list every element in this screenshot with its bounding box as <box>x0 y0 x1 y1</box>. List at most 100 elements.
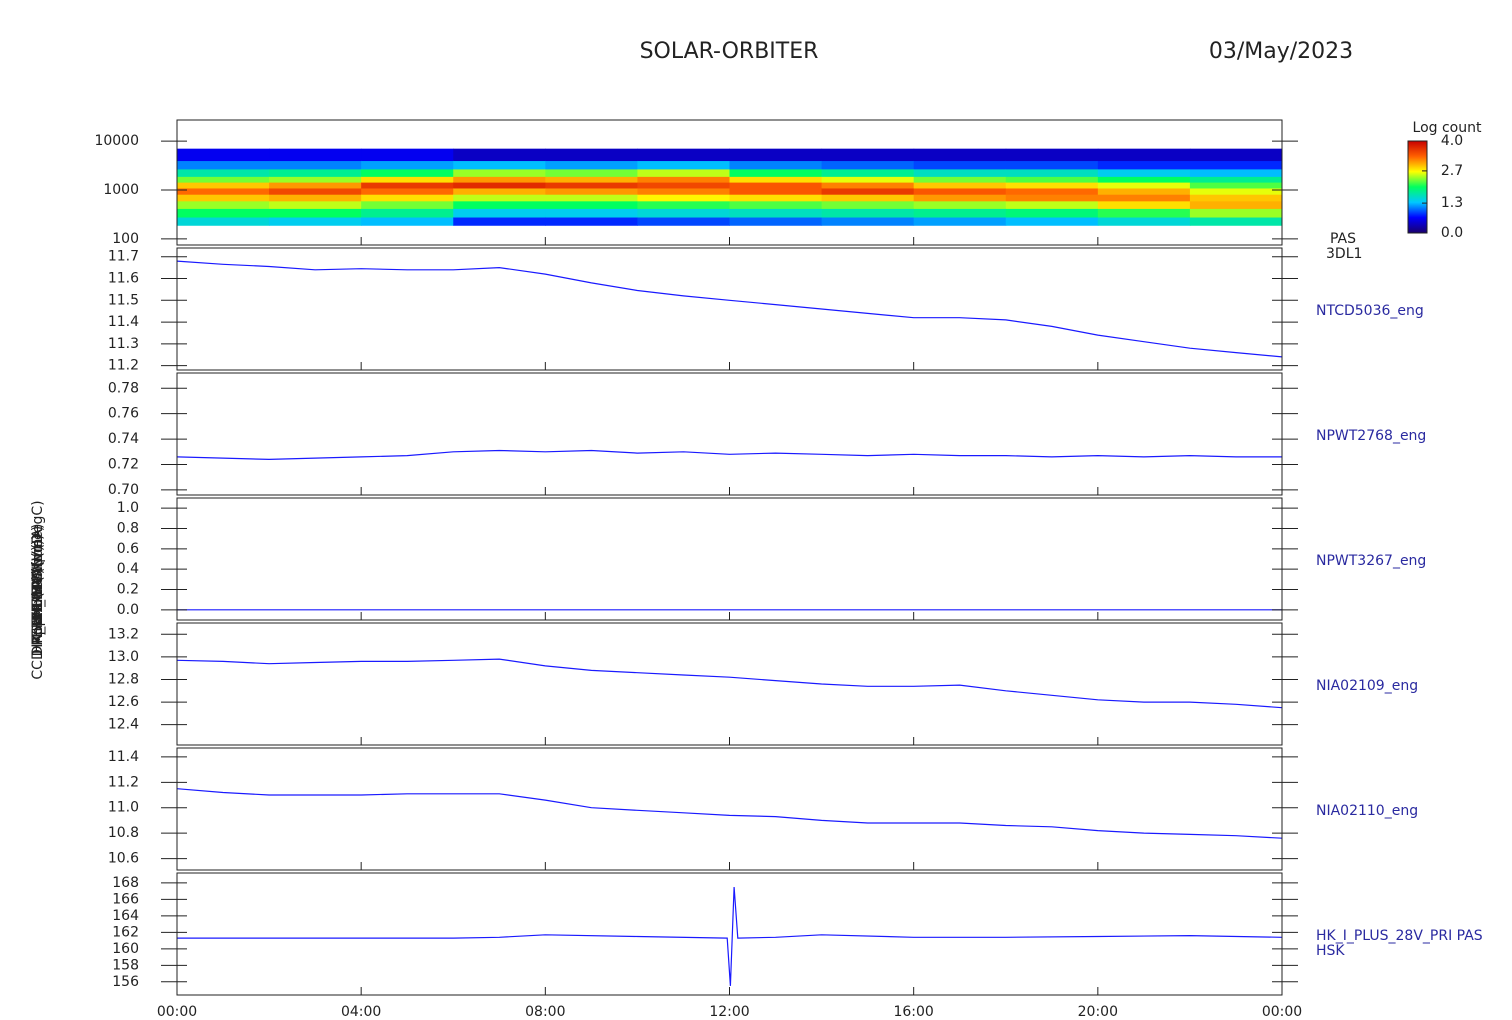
panel <box>176 449 1282 461</box>
y-tick-label: 0.8 <box>117 521 139 537</box>
heatmap-cell <box>821 148 915 162</box>
y-tick-label: 12.8 <box>108 671 139 687</box>
y-tick-label: 11.0 <box>108 800 139 816</box>
y-tick-label: 12.4 <box>108 717 139 733</box>
y-tick-label: 0.74 <box>108 431 139 447</box>
heatmap-cell <box>453 217 546 226</box>
heatmap-cell <box>821 160 915 170</box>
y-tick-label: 0.6 <box>117 541 139 557</box>
heatmap-cell <box>1005 200 1099 209</box>
heatmap-cell <box>1005 182 1099 189</box>
heatmap-cell <box>1097 160 1191 170</box>
heatmap-cell <box>637 182 730 189</box>
heatmap-cell <box>637 217 730 226</box>
heatmap-cell <box>913 176 1007 183</box>
y-tick-label: 12.6 <box>108 694 139 710</box>
colorbar-title: Log count <box>1413 120 1482 136</box>
y-axis-label: SWA-EAS (V) <box>30 546 46 635</box>
heatmap-cell <box>361 148 454 162</box>
heatmap-cell <box>1005 176 1099 183</box>
heatmap-cell <box>1189 148 1283 162</box>
y-tick-label: 0.4 <box>117 561 139 577</box>
heatmap-cell <box>269 160 362 170</box>
heatmap-cell <box>453 176 546 183</box>
y-axis-label: CCD Approx Temp (DegC) <box>30 500 46 679</box>
heatmap-cell <box>729 187 823 195</box>
heatmap-cell <box>177 160 270 170</box>
heatmap-cell <box>177 176 270 183</box>
heatmap-cell <box>177 168 270 177</box>
right-label: NPWT2768_eng <box>1316 428 1426 444</box>
heatmap-cell <box>361 182 454 189</box>
heatmap-cell <box>637 194 730 202</box>
heatmap-cell <box>1097 176 1191 183</box>
heatmap-cell <box>1097 200 1191 209</box>
heatmap-cell <box>637 160 730 170</box>
panel-frame <box>176 372 1283 496</box>
heatmap-cell <box>913 160 1007 170</box>
heatmap-cell <box>269 148 362 162</box>
heatmap-cell <box>821 176 915 183</box>
heatmap-cell <box>453 182 546 189</box>
colorbar-tick-label: 2.7 <box>1441 163 1463 179</box>
y-tick-label: 11.6 <box>108 271 139 287</box>
heatmap-cell <box>913 182 1007 189</box>
heatmap-cell <box>729 200 823 209</box>
y-axis-label: E (eV) <box>30 569 46 611</box>
heatmap-cell <box>361 200 454 209</box>
heatmap-cell <box>729 160 823 170</box>
heatmap-cell <box>729 208 823 218</box>
heatmap-cell <box>269 194 362 202</box>
panel-frame <box>176 247 1283 371</box>
heatmap-cell <box>545 194 638 202</box>
heatmap-cell <box>1005 160 1099 170</box>
y-tick-label: 13.0 <box>108 649 139 665</box>
heatmap-cell <box>913 194 1007 202</box>
y-tick-label: 11.3 <box>108 336 139 352</box>
heatmap-cell <box>1189 208 1283 218</box>
y-tick-label: 1000 <box>103 182 139 198</box>
x-tick-label: 12:00 <box>709 1004 749 1020</box>
heatmap-cell <box>177 182 270 189</box>
y-tick-label: 11.2 <box>108 774 139 790</box>
heatmap-cell <box>1189 160 1283 170</box>
figure-title: SOLAR-ORBITER <box>640 39 819 64</box>
panel <box>176 788 1283 839</box>
heatmap-cell <box>545 208 638 218</box>
x-tick-label: 00:00 <box>157 1004 197 1020</box>
heatmap-cell <box>821 208 915 218</box>
heatmap-cell <box>1097 194 1191 202</box>
heatmap-cell <box>453 200 546 209</box>
heatmap-cell <box>453 160 546 170</box>
heatmap-cell <box>1189 168 1283 177</box>
heatmap-cell <box>729 217 823 226</box>
heatmap-cell <box>177 200 270 209</box>
heatmap-cell <box>821 187 915 195</box>
heatmap-cell <box>1097 187 1191 195</box>
heatmap-cell <box>1097 168 1191 177</box>
right-label: NTCD5036_eng <box>1316 303 1424 319</box>
y-tick-label: 164 <box>112 908 139 924</box>
heatmap-cell <box>269 200 362 209</box>
heatmap-cell <box>545 148 638 162</box>
heatmap-cell <box>269 217 362 226</box>
heatmap-cell <box>545 187 638 195</box>
y-tick-label: 11.7 <box>108 249 139 265</box>
heatmap-cell <box>1005 187 1099 195</box>
colorbar-tick-label: 1.3 <box>1441 195 1463 211</box>
y-tick-label: 10.8 <box>108 825 139 841</box>
y-tick-label: 10.6 <box>108 851 139 867</box>
heatmap-cell <box>913 217 1007 226</box>
heatmap-cell <box>545 176 638 183</box>
heatmap-cell <box>453 168 546 177</box>
heatmap-cell <box>913 208 1007 218</box>
heatmap-cell <box>1097 148 1191 162</box>
heatmap-cell <box>177 148 270 162</box>
y-tick-label: 166 <box>112 891 139 907</box>
heatmap-cell <box>545 168 638 177</box>
heatmap-cell <box>1005 194 1099 202</box>
heatmap-cell <box>361 194 454 202</box>
heatmap-cell <box>1005 168 1099 177</box>
heatmap-cell <box>361 187 454 195</box>
heatmap-cell <box>453 194 546 202</box>
